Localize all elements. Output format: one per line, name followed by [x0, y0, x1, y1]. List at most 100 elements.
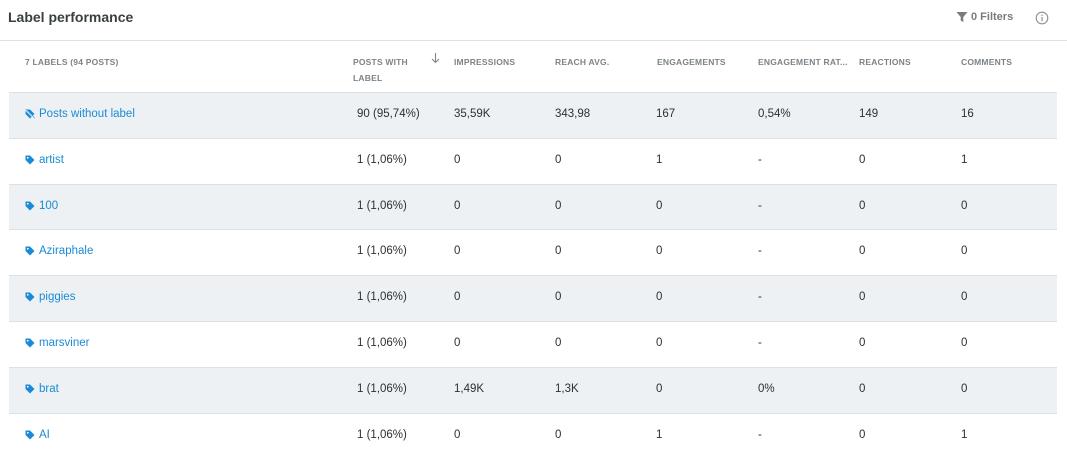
panel-header: Label performance 0 Filters [0, 0, 1067, 41]
column-header-reach-avg[interactable]: REACH AVG. [555, 57, 610, 67]
cell-engagements: 0 [656, 199, 663, 212]
cell-reactions: 149 [859, 108, 879, 120]
cell-posts: 90 (95,74%) [357, 108, 420, 120]
panel-title: Label performance [8, 9, 134, 25]
table-row: marsviner 1 (1,06%) 0 0 0 - 0 0 [9, 320, 1057, 367]
cell-reactions: 0 [859, 428, 866, 441]
tag-icon [25, 338, 39, 348]
cell-reactions: 0 [859, 382, 866, 395]
cell-comments: 1 [961, 428, 968, 441]
cell-impressions: 0 [454, 428, 461, 441]
cell-rate: - [758, 199, 762, 212]
cell-reach: 1,3K [555, 382, 579, 395]
cell-reach: 0 [555, 199, 562, 212]
cell-rate: - [758, 336, 762, 349]
cell-rate: 0,54% [758, 108, 791, 120]
label-link[interactable]: artist [25, 154, 64, 166]
label-link[interactable]: marsviner [25, 337, 89, 349]
tag-icon [25, 384, 39, 394]
cell-posts: 1 (1,06%) [357, 245, 407, 258]
label-link[interactable]: piggies [25, 291, 75, 303]
table-row: brat 1 (1,06%) 1,49K 1,3K 0 0% 0 0 [9, 366, 1057, 413]
cell-engagements: 167 [656, 108, 676, 120]
tag-icon [25, 430, 39, 440]
cell-reach: 0 [555, 428, 562, 441]
cell-comments: 0 [961, 245, 968, 258]
label-name: Aziraphale [39, 245, 94, 258]
cell-comments: 0 [961, 291, 968, 304]
tag-icon [25, 201, 39, 211]
tag-off-icon [25, 109, 39, 119]
cell-comments: 0 [961, 336, 968, 349]
cell-impressions: 0 [454, 245, 461, 258]
filters-button[interactable]: 0 Filters [956, 11, 1013, 23]
column-header-reactions[interactable]: REACTIONS [859, 57, 911, 67]
cell-impressions: 0 [454, 199, 461, 212]
cell-reach: 343,98 [555, 108, 591, 120]
cell-posts: 1 (1,06%) [357, 336, 407, 349]
cell-comments: 0 [961, 382, 968, 395]
tag-icon [25, 246, 39, 256]
cell-reactions: 0 [859, 291, 866, 304]
info-button[interactable] [1035, 11, 1049, 30]
filters-label: 0 Filters [971, 11, 1014, 23]
table-row: Aziraphale 1 (1,06%) 0 0 0 - 0 0 [9, 229, 1057, 275]
cell-engagements: 0 [656, 336, 663, 349]
cell-comments: 1 [961, 153, 968, 166]
table-header: 7 LABELS (94 POSTS) POSTS WITH LABEL IMP… [0, 41, 1067, 91]
cell-reactions: 0 [859, 245, 866, 258]
cell-posts: 1 (1,06%) [357, 199, 407, 212]
cell-impressions: 0 [454, 153, 461, 166]
cell-impressions: 1,49K [454, 382, 485, 395]
cell-reach: 0 [555, 153, 562, 166]
label-name: AI [39, 428, 50, 441]
cell-posts: 1 (1,06%) [357, 291, 407, 304]
label-name: piggies [39, 291, 76, 304]
cell-engagements: 0 [656, 291, 663, 304]
cell-reach: 0 [555, 291, 562, 304]
column-header-posts-with-label[interactable]: POSTS WITH LABEL [353, 57, 408, 83]
label-name: brat [39, 382, 59, 395]
label-name: marsviner [39, 336, 90, 349]
column-header-comments[interactable]: COMMENTS [961, 57, 1013, 67]
cell-comments: 16 [961, 108, 974, 120]
cell-engagements: 0 [656, 382, 663, 395]
label-link[interactable]: brat [25, 383, 59, 395]
table-body: Posts without label 90 (95,74%) 35,59K 343,… [9, 92, 1057, 458]
cell-posts: 1 (1,06%) [357, 382, 407, 395]
cell-posts: 1 (1,06%) [357, 153, 407, 166]
cell-comments: 0 [961, 199, 968, 212]
cell-impressions: 0 [454, 291, 461, 304]
table-row: artist 1 (1,06%) 0 0 1 - 0 1 [9, 137, 1057, 184]
cell-engagements: 0 [656, 245, 663, 258]
column-header-engagement-rate[interactable]: ENGAGEMENT RAT... [758, 57, 848, 67]
label-name: Posts without label [39, 108, 135, 120]
tag-icon [25, 155, 39, 165]
cell-rate: - [758, 291, 762, 304]
table-row: Posts without label 90 (95,74%) 35,59K 343,… [9, 92, 1057, 138]
filter-icon [956, 12, 968, 22]
cell-reactions: 0 [859, 336, 866, 349]
tag-icon [25, 292, 39, 302]
cell-impressions: 0 [454, 336, 461, 349]
cell-rate: - [758, 245, 762, 258]
label-link[interactable]: AI [25, 429, 50, 441]
table-row: piggies 1 (1,06%) 0 0 0 - 0 0 [9, 275, 1057, 321]
info-icon [1035, 11, 1049, 25]
cell-impressions: 35,59K [454, 108, 491, 120]
column-header-impressions[interactable]: IMPRESSIONS [454, 57, 516, 67]
cell-reactions: 0 [859, 153, 866, 166]
cell-reactions: 0 [859, 199, 866, 212]
label-link[interactable]: Aziraphale [25, 245, 93, 257]
label-name: 100 [39, 199, 59, 212]
column-header-labels[interactable]: 7 LABELS (94 POSTS) [25, 57, 119, 67]
label-link[interactable]: Posts without label [25, 108, 135, 120]
cell-posts: 1 (1,06%) [357, 428, 407, 441]
cell-reach: 0 [555, 336, 562, 349]
table-row: AI 1 (1,06%) 0 0 1 - 0 1 [9, 412, 1057, 459]
cell-rate: 0% [758, 382, 775, 395]
sort-down-arrow-icon[interactable] [430, 52, 441, 64]
column-header-engagements[interactable]: ENGAGEMENTS [657, 57, 726, 67]
cell-rate: - [758, 428, 762, 441]
label-link[interactable]: 100 [25, 200, 58, 212]
